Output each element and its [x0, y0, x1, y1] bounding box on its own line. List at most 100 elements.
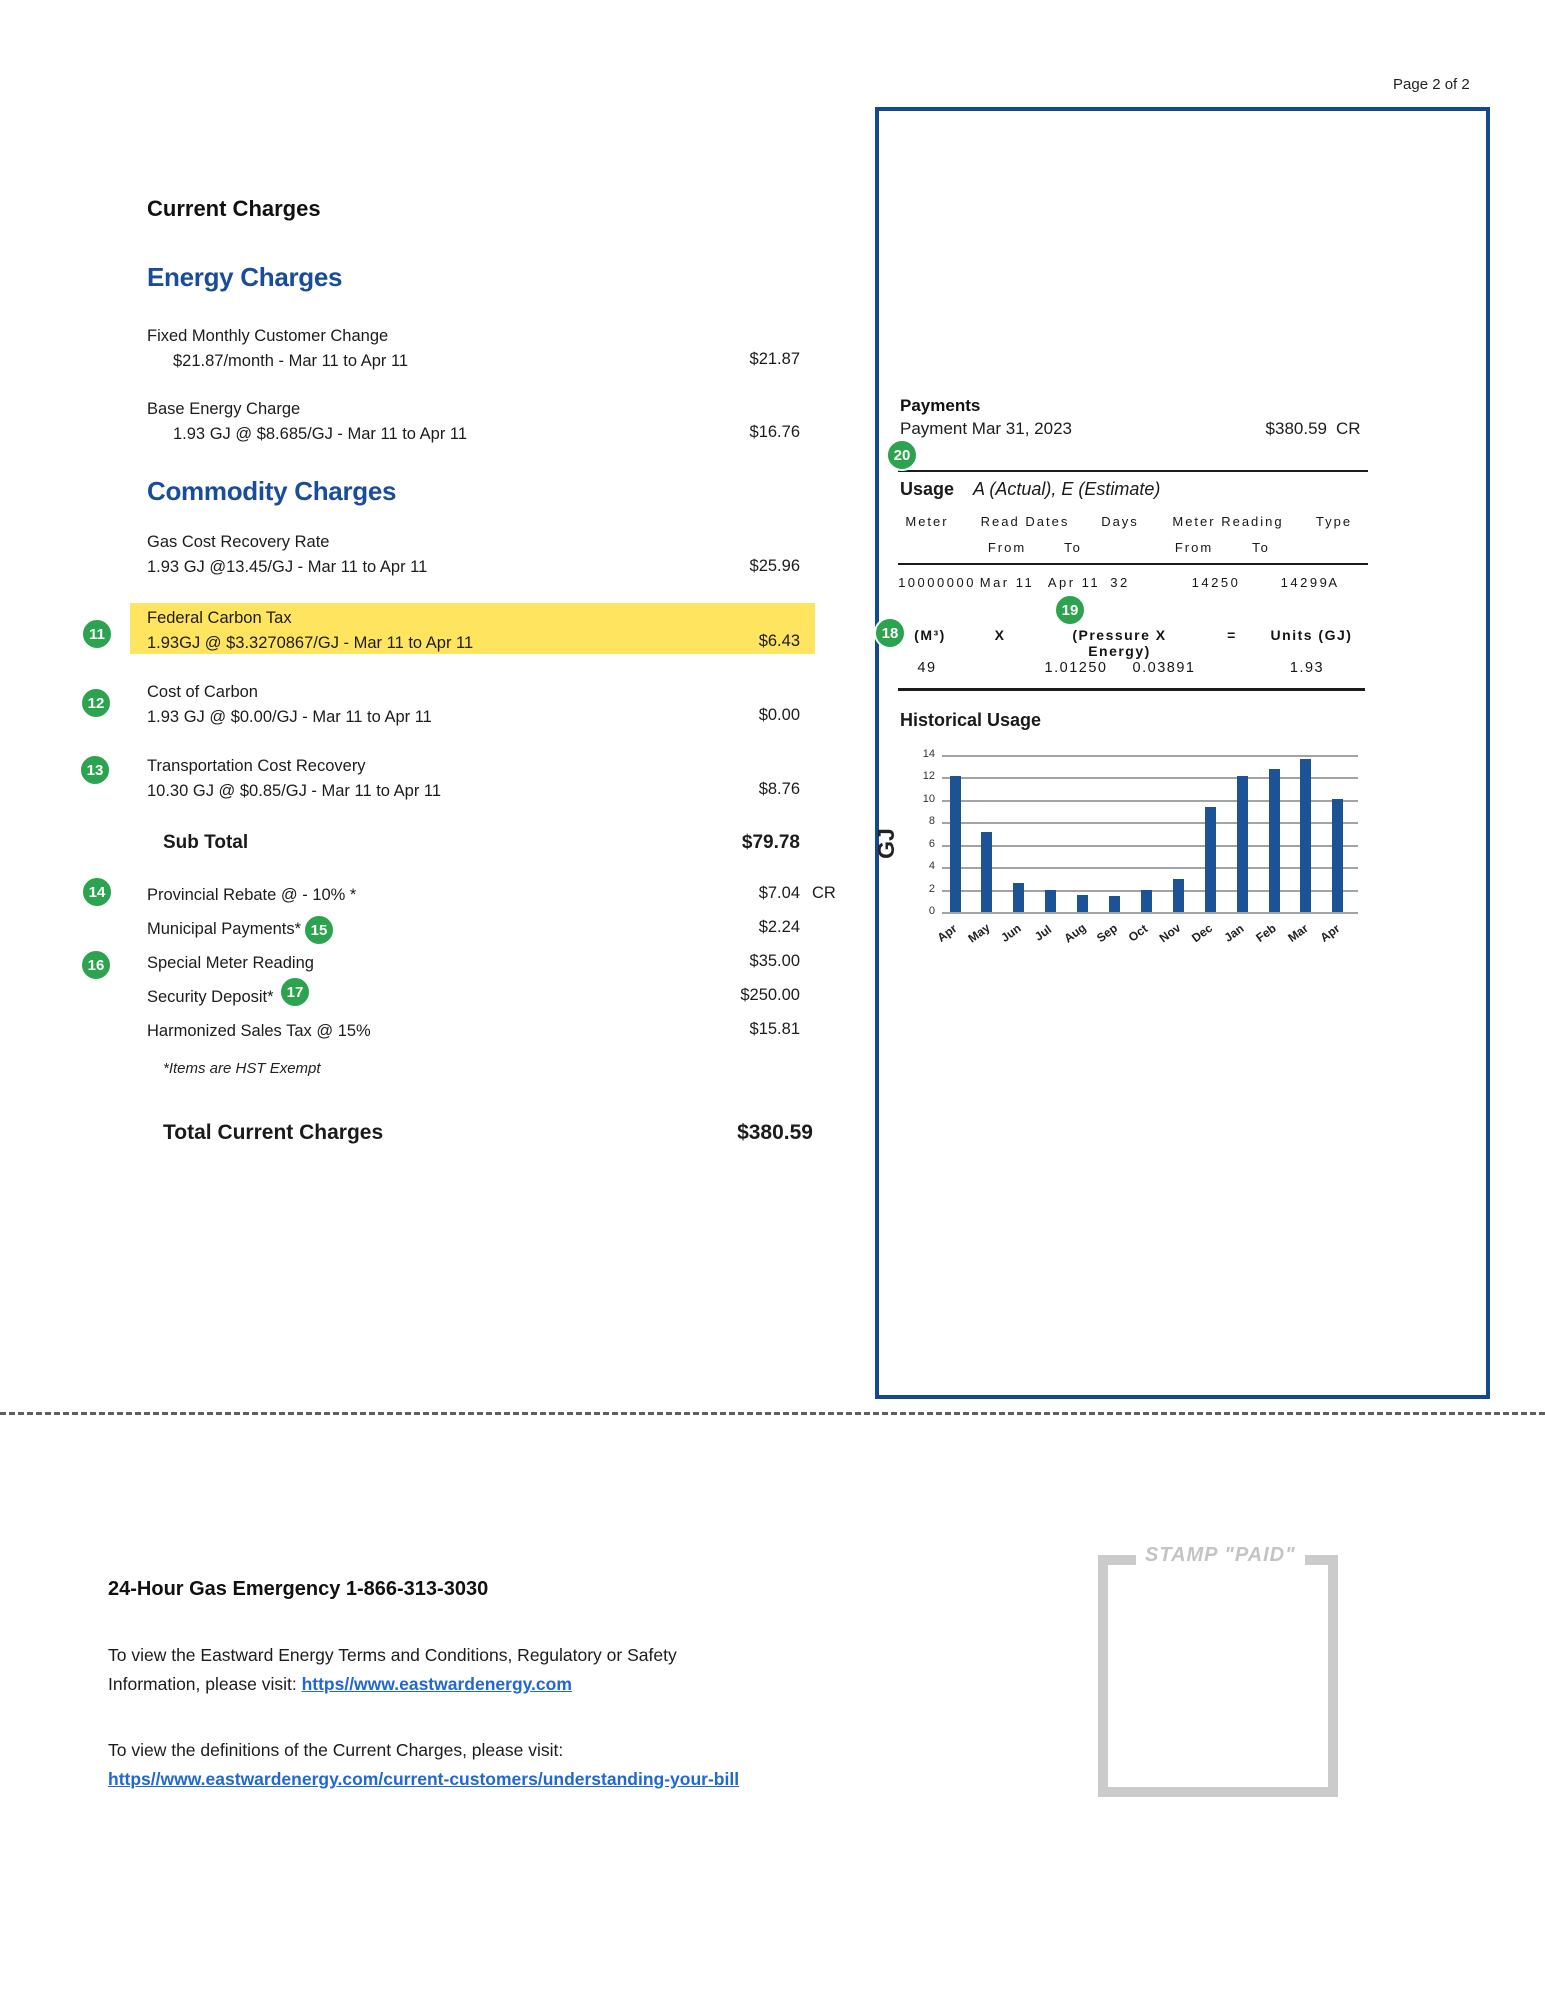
line-item-label: Harmonized Sales Tax @ 15%	[147, 1022, 371, 1040]
chart-x-tick: Nov	[1157, 920, 1184, 946]
hst-exempt-footnote: *Items are HST Exempt	[163, 1060, 321, 1077]
read-date-to: Apr 11	[1047, 575, 1101, 590]
charge-item-amount: $25.96	[749, 557, 800, 575]
line-item-label: Security Deposit*	[147, 988, 274, 1006]
conv-value-pressure: 1.01250	[1044, 660, 1108, 676]
subtotal-label: Sub Total	[163, 832, 249, 853]
historical-usage-heading: Historical Usage	[900, 710, 1042, 730]
callout-badge-19: 19	[1054, 594, 1086, 626]
stamp-paid-label: STAMP "PAID"	[1136, 1544, 1305, 1567]
chart-bar-apr-0	[949, 776, 961, 912]
credit-suffix: CR	[812, 884, 836, 902]
conv-header-equals: =	[1227, 627, 1237, 643]
payment-credit-suffix: CR	[1336, 419, 1361, 438]
usage-legend: A (Actual), E (Estimate)	[973, 479, 1161, 499]
chart-bar-oct-6	[1140, 889, 1152, 912]
charge-item-amount: $8.76	[758, 780, 800, 798]
charge-item-label: Cost of Carbon	[147, 683, 258, 701]
definitions-link[interactable]: https//www.eastwardenergy.com/current-cu…	[108, 1769, 740, 1789]
conv-header-pressure-energy: (Pressure X Energy)	[1072, 627, 1167, 659]
chart-bar-mar-11	[1300, 758, 1312, 912]
chart-y-tick: 12	[922, 770, 935, 783]
line-item-label: Special Meter Reading	[147, 954, 314, 972]
chart-bar-feb-10	[1268, 769, 1280, 912]
callout-badge-18: 18	[874, 617, 906, 649]
days-value: 32	[1110, 575, 1130, 590]
charge-item-amount: $21.87	[749, 350, 800, 368]
callout-badge-12: 12	[80, 687, 112, 719]
chart-bar-aug-4	[1077, 894, 1089, 912]
callout-badge-16: 16	[80, 949, 112, 981]
usage-heading: Usage A (Actual), E (Estimate)	[900, 479, 1160, 500]
chart-x-tick: Apr	[934, 921, 960, 945]
chart-bar-nov-7	[1172, 879, 1184, 912]
callout-badge-11: 11	[81, 618, 113, 650]
charge-item-label: Fixed Monthly Customer Change	[147, 327, 389, 345]
line-item-amount: $35.00	[749, 952, 800, 970]
charge-item-label: Transportation Cost Recovery	[147, 757, 366, 775]
payments-heading: Payments	[900, 396, 981, 415]
subheader-from: From	[987, 540, 1027, 555]
chart-gridline	[942, 799, 1358, 802]
line-item-amount: $7.04	[758, 884, 800, 902]
col-header-meter-reading: Meter Reading	[1172, 514, 1284, 529]
chart-x-tick: Jun	[998, 921, 1024, 945]
callout-badge-20: 20	[886, 439, 918, 471]
chart-gridline	[942, 844, 1358, 847]
chart-bar-apr-12	[1332, 799, 1344, 912]
read-date-from: Mar 11	[979, 575, 1035, 590]
line-item-label: Provincial Rebate @ - 10% *	[147, 886, 357, 904]
charge-item-desc: 10.30 GJ @ $0.85/GJ - Mar 11 to Apr 11	[147, 782, 442, 800]
reading-type: A	[1328, 575, 1340, 590]
charge-item-desc: 1.93 GJ @ $0.00/GJ - Mar 11 to Apr 11	[147, 708, 432, 726]
meter-reading-from: 14250	[1191, 575, 1241, 590]
divider	[898, 470, 1368, 472]
charge-item-label: Gas Cost Recovery Rate	[147, 533, 330, 551]
chart-bar-sep-5	[1109, 895, 1120, 912]
definitions-paragraph: To view the definitions of the Current C…	[108, 1736, 768, 1794]
subheader-from: From	[1174, 540, 1214, 555]
commodity-charges-heading: Commodity Charges	[147, 476, 397, 506]
highlight-federal-carbon-tax	[130, 603, 815, 654]
callout-badge-13: 13	[79, 754, 111, 786]
total-amount: $380.59	[737, 1121, 813, 1144]
col-header-meter: Meter	[905, 514, 949, 529]
line-item-amount: $15.81	[749, 1020, 800, 1038]
conv-header-m3: (M³)	[914, 627, 946, 643]
chart-x-tick: Jul	[1031, 922, 1054, 944]
stamp-paid-box	[1098, 1555, 1338, 1797]
page-title: Current Charges	[147, 196, 321, 221]
subheader-to: To	[1252, 540, 1270, 555]
chart-x-tick: Oct	[1126, 921, 1151, 945]
col-header-read-dates: Read Dates	[980, 514, 1070, 529]
chart-x-tick: May	[965, 920, 993, 946]
callout-badge-14: 14	[81, 876, 113, 908]
gas-emergency-heading: 24-Hour Gas Emergency 1-866-313-3030	[108, 1578, 489, 1600]
terms-text: To view the Eastward Energy Terms and Co…	[108, 1645, 677, 1694]
subtotal-amount: $79.78	[741, 832, 800, 853]
charge-item-amount: $6.43	[758, 632, 800, 650]
col-header-days: Days	[1101, 514, 1139, 529]
chart-x-tick: Jan	[1221, 921, 1247, 945]
chart-y-tick: 4	[928, 860, 935, 873]
chart-gridline	[942, 867, 1358, 870]
meter-reading-to: 14299	[1280, 575, 1330, 590]
callout-badge-17: 17	[279, 976, 311, 1008]
charge-item-desc: 1.93GJ @ $3.3270867/GJ - Mar 11 to Apr 1…	[147, 634, 474, 652]
payment-amount: $380.59	[1265, 419, 1327, 438]
chart-x-tick: Dec	[1189, 920, 1216, 946]
meter-number: 10000000	[898, 575, 976, 590]
chart-x-tick: Aug	[1061, 920, 1089, 946]
summary-panel	[875, 107, 1490, 1399]
terms-link[interactable]: https//www.eastwardenergy.com	[301, 1674, 572, 1694]
chart-x-tick: Apr	[1317, 921, 1343, 945]
charge-item-label: Federal Carbon Tax	[147, 609, 292, 627]
chart-gridline	[942, 777, 1358, 780]
chart-y-tick: 0	[928, 905, 935, 917]
charge-item-desc: 1.93 GJ @13.45/GJ - Mar 11 to Apr 11	[147, 558, 428, 576]
line-item-label: Municipal Payments*	[147, 920, 302, 938]
chart-bar-jun-2	[1013, 882, 1025, 912]
col-header-type: Type	[1315, 514, 1353, 529]
chart-gridline	[942, 822, 1358, 825]
usage-title: Usage	[900, 479, 955, 499]
